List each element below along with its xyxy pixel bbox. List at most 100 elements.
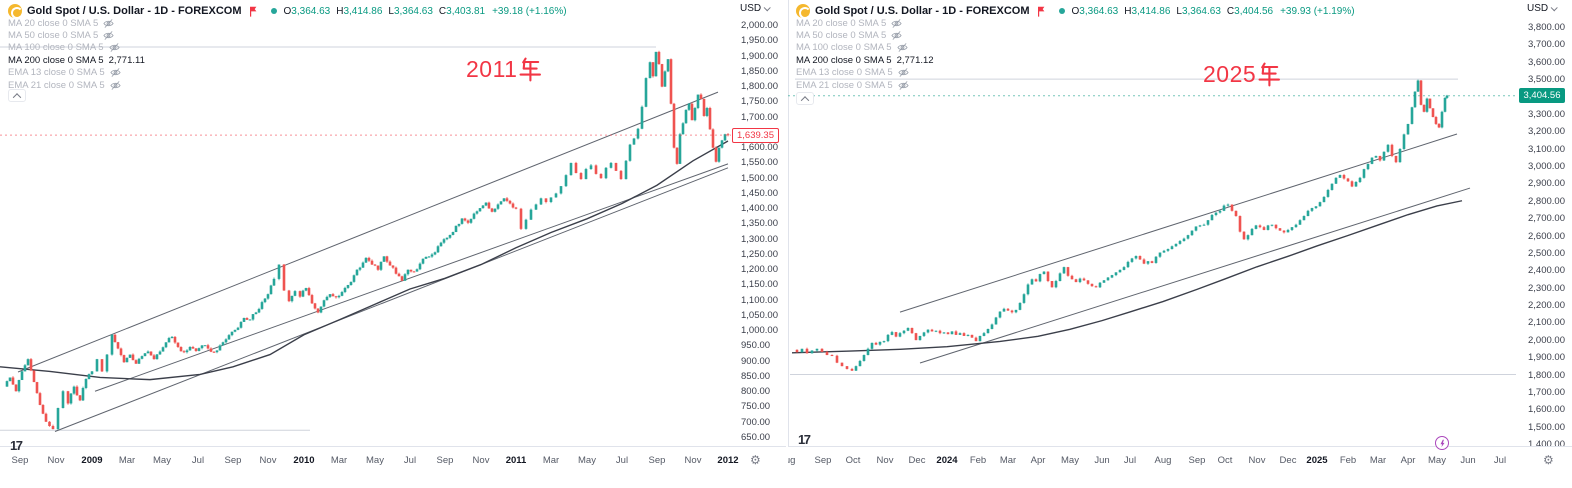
time-axis-label[interactable]: Aug xyxy=(1154,455,1172,466)
market-status-dot xyxy=(270,8,277,14)
tradingview-logo[interactable]: 17 xyxy=(798,432,811,447)
time-axis-label[interactable]: Jul xyxy=(403,455,417,466)
indicator-row[interactable]: MA 50 close 0 SMA 5 xyxy=(8,29,145,41)
time-axis-label[interactable]: Mar xyxy=(542,455,560,466)
time-axis-label[interactable]: Feb xyxy=(1339,455,1357,466)
time-axis-label[interactable]: Mar xyxy=(1369,455,1387,466)
price-axis-label: 950.00 xyxy=(741,340,771,352)
price-axis-label: 1,350.00 xyxy=(741,218,778,230)
time-axis-label[interactable]: Sep xyxy=(11,455,29,466)
time-axis-label[interactable]: Feb xyxy=(969,455,987,466)
eye-hidden-icon[interactable] xyxy=(103,30,114,41)
time-axis-label[interactable]: Jun xyxy=(1094,455,1110,466)
eye-hidden-icon[interactable] xyxy=(891,30,902,41)
time-axis-label[interactable]: Oct xyxy=(845,455,861,466)
time-axis-label[interactable]: Mar xyxy=(330,455,348,466)
time-axis-label[interactable]: Apr xyxy=(1400,455,1416,466)
indicator-row[interactable]: MA 200 close 0 SMA 5 2,771.11 xyxy=(8,54,145,66)
time-axis-label[interactable]: 2011 xyxy=(505,455,527,466)
time-axis-label[interactable]: Apr xyxy=(1030,455,1046,466)
price-axis-label: 800.00 xyxy=(741,386,771,398)
indicator-row[interactable]: EMA 13 close 0 SMA 5 xyxy=(8,67,145,79)
eye-hidden-icon[interactable] xyxy=(110,67,121,78)
time-axis-label[interactable]: May xyxy=(366,455,384,466)
time-axis-label[interactable]: May xyxy=(1428,455,1446,466)
time-axis-label[interactable]: Sep xyxy=(224,455,242,466)
indicator-row[interactable]: MA 20 close 0 SMA 5 xyxy=(8,17,145,29)
time-axis-label[interactable]: Jul xyxy=(1493,455,1507,466)
indicator-row[interactable]: MA 100 close 0 SMA 5 xyxy=(8,42,145,54)
time-axis-label[interactable]: Nov xyxy=(684,455,702,466)
time-axis-label[interactable]: May xyxy=(153,455,171,466)
time-axis-label[interactable]: 2012 xyxy=(717,455,739,466)
time-axis-label[interactable]: Mar xyxy=(118,455,136,466)
economic-event-icon[interactable] xyxy=(1435,436,1449,450)
time-axis-label[interactable]: Mar xyxy=(999,455,1017,466)
time-axis[interactable]: ⚙ Aug Sep Oct Nov Dec 2024 Feb Mar Apr May Jun Jul A… xyxy=(788,446,1572,472)
axis-settings-gear-icon[interactable]: ⚙ xyxy=(750,453,761,467)
symbol-header[interactable]: Gold Spot / U.S. Dollar - 1D - FOREXCOM … xyxy=(796,4,1355,19)
symbol-title[interactable]: Gold Spot / U.S. Dollar - 1D - FOREXCOM xyxy=(27,5,242,17)
chevron-down-icon xyxy=(1550,4,1558,12)
currency-selector[interactable]: USD xyxy=(1527,3,1558,14)
currency-selector[interactable]: USD xyxy=(740,3,771,14)
time-axis-label[interactable]: Jul xyxy=(191,455,205,466)
time-axis-label[interactable]: Nov xyxy=(876,455,894,466)
tradingview-logo[interactable]: 17 xyxy=(10,438,23,453)
indicator-row[interactable]: MA 200 close 0 SMA 5 2,771.12 xyxy=(796,54,934,66)
eye-hidden-icon[interactable] xyxy=(898,80,909,91)
candlestick-chart-2025[interactable] xyxy=(788,0,1518,446)
legend-collapse-button[interactable] xyxy=(8,89,26,102)
ohlc-h: H3,414.86 xyxy=(336,5,383,17)
eye-hidden-icon[interactable] xyxy=(109,42,120,53)
indicator-row[interactable]: MA 20 close 0 SMA 5 xyxy=(796,17,934,29)
price-axis-label: 2,000.00 xyxy=(741,20,778,31)
time-axis-label[interactable]: May xyxy=(578,455,596,466)
time-axis-label[interactable]: Sep xyxy=(436,455,454,466)
time-axis-label[interactable]: Dec xyxy=(1279,455,1297,466)
time-axis-label[interactable]: 2009 xyxy=(81,455,103,466)
symbol-title[interactable]: Gold Spot / U.S. Dollar - 1D - FOREXCOM xyxy=(815,5,1030,17)
flag-icon[interactable] xyxy=(248,6,258,17)
time-axis[interactable]: ⚙ Sep Nov 2009 Mar May Jul Sep Nov 2010 Mar May Jul… xyxy=(0,446,786,472)
indicator-row[interactable]: MA 50 close 0 SMA 5 xyxy=(796,29,934,41)
indicator-row[interactable]: MA 100 close 0 SMA 5 xyxy=(796,42,934,54)
eye-hidden-icon[interactable] xyxy=(897,42,908,53)
time-axis-label[interactable]: Oct xyxy=(1217,455,1233,466)
time-axis-label[interactable]: Sep xyxy=(1188,455,1206,466)
price-axis-label: 1,500.00 xyxy=(741,172,778,184)
price-axis-label: 1,200.00 xyxy=(741,264,778,276)
indicator-row[interactable]: EMA 21 close 0 SMA 5 xyxy=(8,79,145,91)
time-axis-label[interactable]: Nov xyxy=(1248,455,1266,466)
time-axis-label[interactable]: Aug xyxy=(788,455,796,466)
price-axis-label: 2,900.00 xyxy=(1528,178,1565,190)
time-axis-label[interactable]: Nov xyxy=(47,455,65,466)
time-axis-label[interactable]: May xyxy=(1061,455,1079,466)
time-axis-label[interactable]: 2010 xyxy=(293,455,315,466)
flag-icon[interactable] xyxy=(1036,6,1046,17)
ohlc-o: O3,364.63 xyxy=(1071,5,1119,17)
indicator-row[interactable]: EMA 13 close 0 SMA 5 xyxy=(796,67,934,79)
symbol-header[interactable]: Gold Spot / U.S. Dollar - 1D - FOREXCOM … xyxy=(8,4,567,19)
eye-hidden-icon[interactable] xyxy=(891,18,902,29)
time-axis-label[interactable]: 2024 xyxy=(936,455,958,466)
candlestick-chart-2011[interactable] xyxy=(0,0,731,446)
time-axis-label[interactable]: Dec xyxy=(908,455,926,466)
eye-hidden-icon[interactable] xyxy=(898,67,909,78)
time-axis-label[interactable]: Sep xyxy=(814,455,832,466)
legend-collapse-button[interactable] xyxy=(796,92,814,105)
eye-hidden-icon[interactable] xyxy=(110,80,121,91)
time-axis-label[interactable]: Jul xyxy=(615,455,629,466)
eye-hidden-icon[interactable] xyxy=(103,18,114,29)
price-axis-label: 1,050.00 xyxy=(741,309,778,321)
price-axis[interactable]: USD 2,000.00 1,950.00 1,900.00 1,850.00 1,80… xyxy=(731,0,786,446)
indicator-row[interactable]: EMA 21 close 0 SMA 5 xyxy=(796,79,934,91)
axis-settings-gear-icon[interactable]: ⚙ xyxy=(1543,453,1554,467)
time-axis-label[interactable]: Nov xyxy=(259,455,277,466)
time-axis-label[interactable]: 2025 xyxy=(1306,455,1328,466)
time-axis-label[interactable]: Sep xyxy=(648,455,666,466)
time-axis-label[interactable]: Jul xyxy=(1123,455,1137,466)
time-axis-label[interactable]: Jun xyxy=(1460,455,1476,466)
time-axis-label[interactable]: Nov xyxy=(472,455,490,466)
price-axis[interactable]: USD 3,800.00 3,700.00 3,600.00 3,500.00 3,40… xyxy=(1518,0,1572,450)
